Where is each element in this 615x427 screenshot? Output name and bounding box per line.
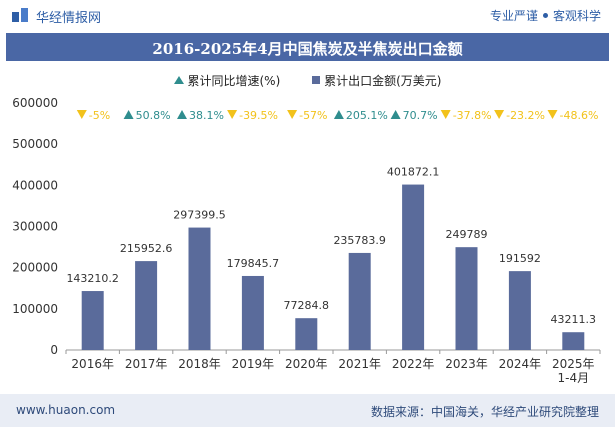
bar-value-label: 43211.3 [551,313,597,326]
x-tick-label: 2020年 [285,357,328,371]
bar [241,275,264,350]
tagline-dot-icon [542,13,548,18]
growth-down-triangle-icon [440,110,451,119]
chart-title: 2016-2025年4月中国焦炭及半焦炭出口金额 [152,40,463,58]
y-tick-label: 600000 [12,96,58,110]
tagline-left: 专业严谨 [489,9,538,23]
bar-value-label: 215952.6 [120,242,173,255]
x-tick-label: 2017年 [125,357,168,371]
bar [562,332,585,350]
logo-icon [12,8,28,22]
bar [455,247,478,350]
growth-up-triangle-icon [390,110,401,119]
brand-name: 华经情报网 [36,11,102,26]
y-tick-label: 0 [50,343,58,357]
bar [81,291,104,350]
growth-down-triangle-icon [547,110,558,119]
y-tick-label: 500000 [12,137,58,151]
y-tick-label: 100000 [12,302,58,316]
x-tick-label: 1-4月 [557,371,589,385]
growth-rate-label: -57% [299,109,327,122]
bar [188,227,211,350]
chart-title-bar: 2016-2025年4月中国焦炭及半焦炭出口金额 [6,33,609,61]
growth-down-triangle-icon [287,110,298,119]
bar [348,252,371,350]
bar-chart: 0 100000 200000 300000 400000 500000 600000 143… [12,96,601,385]
y-tick-label: 200000 [12,261,58,275]
bar-value-label: 249789 [446,228,488,241]
y-tick-label: 400000 [12,178,58,192]
x-tick-label: 2016年 [71,357,114,371]
bar-value-label: 401872.1 [387,166,440,179]
bar [135,261,158,350]
legend-square-icon [312,76,321,84]
bar-value-label: 143210.2 [66,272,119,285]
legend-item-amount: 累计出口金额(万美元) [312,72,441,89]
legend-item-growth: 累计同比增速(%) [173,72,281,89]
y-tick-label: 300000 [12,220,58,234]
bar [402,184,425,350]
bar-value-label: 179845.7 [227,257,280,270]
growth-down-triangle-icon [76,110,87,119]
x-tick-label: 2023年 [445,357,488,371]
legend-label-growth: 累计同比增速(%) [187,74,281,88]
growth-rate-label: -5% [89,109,110,122]
x-tick-label: 2021年 [338,357,381,371]
top-bar: 华经情报网 专业严谨 客观科学 [0,0,615,30]
growth-up-triangle-icon [177,110,187,119]
bar-value-label: 235783.9 [333,234,386,247]
footer-source: 数据来源：中国海关，华经产业研究院整理 [370,405,599,419]
chart-legend: 累计同比增速(%) 累计出口金额(万美元) [0,72,615,89]
x-tick-label: 2024年 [499,357,542,371]
x-tick-label: 2019年 [232,357,275,371]
growth-rate-label: 205.1% [346,109,388,122]
growth-rate-label: -48.6% [560,109,599,122]
bar-value-label: 77284.8 [284,299,330,312]
footer-url: www.huaon.com [16,403,116,417]
tagline: 专业严谨 客观科学 [490,7,601,24]
growth-rate-label: -39.5% [239,109,278,122]
legend-label-amount: 累计出口金额(万美元) [324,74,442,88]
bar-value-label: 297399.5 [173,209,226,222]
growth-rate-label: -37.8% [453,109,492,122]
x-tick-label: 2018年 [178,357,221,371]
growth-up-triangle-icon [333,110,344,119]
bar [508,271,531,350]
growth-up-triangle-icon [123,110,134,119]
x-tick-label: 2025年 [552,357,595,371]
footer: www.huaon.com 数据来源：中国海关，华经产业研究院整理 [0,394,615,427]
tagline-right: 客观科学 [552,9,601,23]
bar-value-label: 191592 [499,252,541,265]
growth-down-triangle-icon [227,110,238,119]
x-tick-label: 2022年 [392,357,435,371]
growth-down-triangle-icon [494,110,505,119]
legend-triangle-icon [173,76,184,84]
growth-rate-label: 50.8% [136,109,171,122]
bar [295,318,318,350]
growth-rate-label: -23.2% [506,109,545,122]
growth-rate-label: 38.1% [189,109,224,122]
growth-rate-label: 70.7% [403,109,438,122]
